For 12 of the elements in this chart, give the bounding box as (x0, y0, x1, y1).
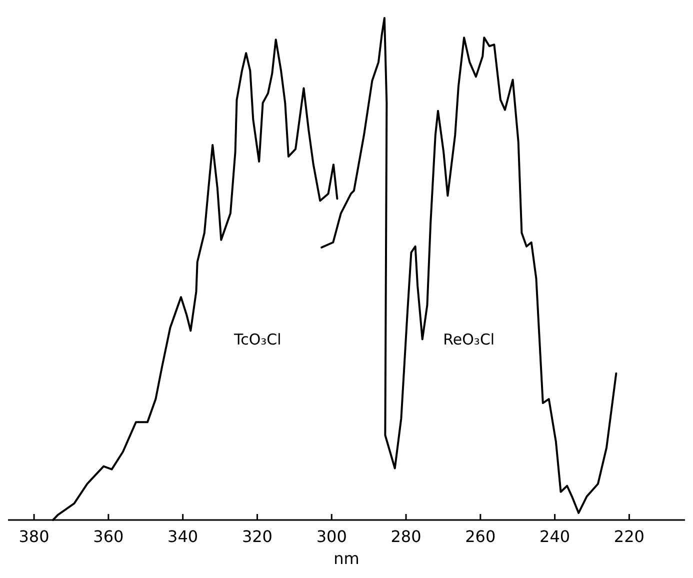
x-tick-label: 340 (168, 527, 198, 546)
x-tick-label: 320 (242, 527, 272, 546)
x-tick-label: 280 (390, 527, 422, 546)
x-tick-label: 220 (614, 527, 644, 546)
x-tick-label: 300 (316, 527, 347, 546)
x-tick-label: 380 (18, 527, 50, 546)
x-tick-label: 240 (540, 527, 570, 546)
series-label: ReO₃Cl (443, 330, 495, 348)
x-axis-title: nm (334, 549, 360, 568)
x-tick-label: 260 (465, 527, 496, 546)
x-tick-label: 360 (93, 527, 124, 546)
text: TcO₃Cl (232, 330, 282, 348)
